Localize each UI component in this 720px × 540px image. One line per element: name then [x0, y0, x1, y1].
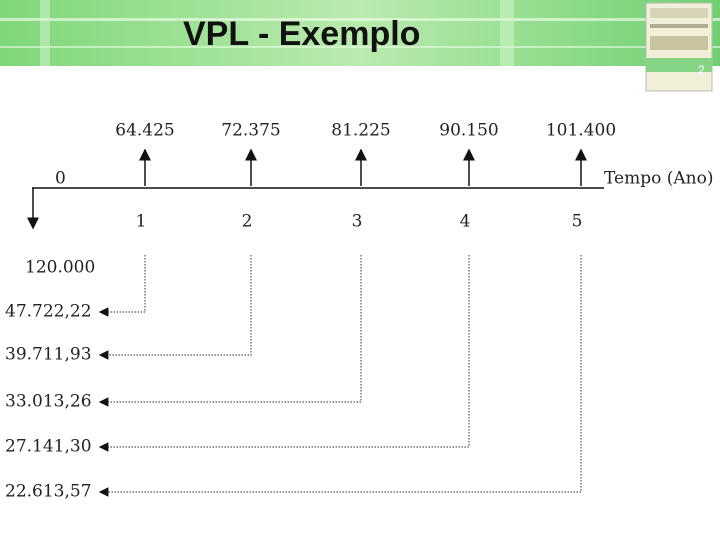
- discount-line: [98, 255, 252, 360]
- inflow-label: 81.225: [331, 121, 390, 141]
- initial-outflow: 120.000: [25, 258, 95, 278]
- present-value: 27.141,30: [5, 437, 92, 457]
- slide-number: 2: [698, 63, 705, 77]
- year-label: 1: [136, 212, 147, 232]
- present-value: 39.711,93: [5, 345, 92, 365]
- title: VPL - Exemplo: [183, 15, 420, 53]
- year-label: 2: [242, 212, 253, 232]
- inflow-label: 72.375: [221, 121, 280, 141]
- origin-label: 0: [55, 169, 66, 189]
- inflow-label: 64.425: [115, 121, 174, 141]
- discount-line: [98, 255, 582, 497]
- header-band: [0, 0, 720, 66]
- present-value: 47.722,22: [5, 302, 92, 322]
- inflow-label: 101.400: [546, 121, 616, 141]
- present-value: 22.613,57: [5, 482, 92, 502]
- year-label: 4: [460, 212, 471, 232]
- year-label: 5: [572, 212, 583, 232]
- discount-line: [98, 255, 146, 317]
- book-cover: 2: [645, 2, 713, 92]
- year-label: 3: [352, 212, 363, 232]
- axis-label: Tempo (Ano): [604, 169, 713, 189]
- discount-line: [98, 255, 362, 407]
- inflow-label: 90.150: [439, 121, 498, 141]
- discount-line: [98, 255, 470, 452]
- present-value: 33.013,26: [5, 392, 92, 412]
